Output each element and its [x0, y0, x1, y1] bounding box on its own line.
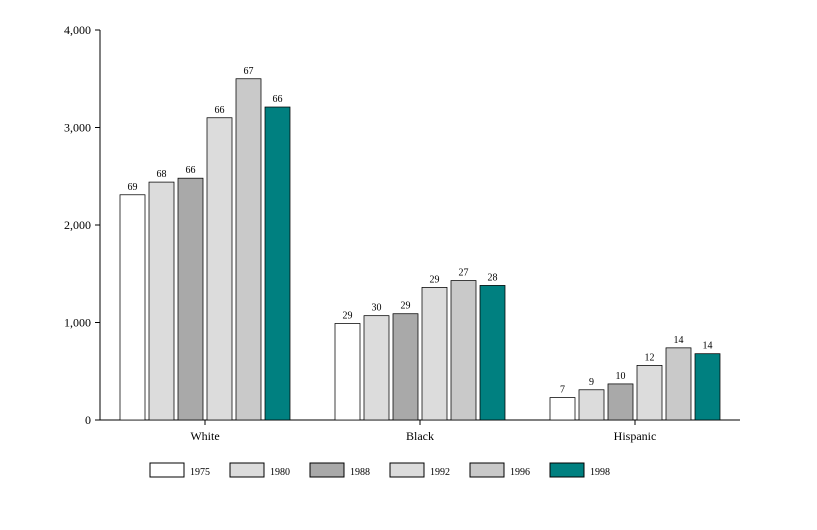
bar-value-label: 66 [273, 94, 283, 105]
bar [695, 354, 720, 420]
y-tick-label: 0 [85, 413, 91, 427]
bar [335, 323, 360, 420]
bar [149, 182, 174, 420]
bar [178, 178, 203, 420]
bar-value-label: 14 [674, 335, 684, 346]
bar-value-label: 69 [128, 182, 138, 193]
legend-label: 1980 [270, 467, 290, 478]
bar [120, 195, 145, 420]
bar-value-label: 9 [589, 377, 594, 388]
y-tick-label: 4,000 [64, 23, 91, 37]
y-tick-label: 2,000 [64, 218, 91, 232]
bar-value-label: 14 [703, 341, 713, 352]
bar-value-label: 12 [645, 352, 655, 363]
legend-swatch [150, 463, 184, 477]
group-label: Hispanic [614, 429, 657, 443]
group-label: White [190, 429, 219, 443]
bar [422, 287, 447, 420]
bar-chart: 0 1,000 2,000 3,000 4,000 69 68 66 66 67 66 White 29… [0, 0, 817, 530]
bar [265, 107, 290, 420]
bar-value-label: 66 [215, 105, 225, 116]
bar-value-label: 29 [430, 274, 440, 285]
bar [236, 79, 261, 420]
bar [451, 281, 476, 420]
legend-swatch [470, 463, 504, 477]
y-tick-label: 1,000 [64, 316, 91, 330]
y-tick-label: 3,000 [64, 121, 91, 135]
bar [364, 316, 389, 420]
bar-value-label: 27 [459, 268, 469, 279]
bar-value-label: 28 [488, 272, 498, 283]
bar [637, 365, 662, 420]
bar-value-label: 7 [560, 385, 565, 396]
bar [207, 118, 232, 420]
legend-swatch [390, 463, 424, 477]
legend-label: 1975 [190, 467, 210, 478]
bar [579, 390, 604, 420]
legend-swatch [310, 463, 344, 477]
legend-label: 1998 [590, 467, 610, 478]
legend-label: 1996 [510, 467, 530, 478]
bar-value-label: 29 [401, 301, 411, 312]
bar [608, 384, 633, 420]
bar-value-label: 10 [616, 371, 626, 382]
bar-value-label: 67 [244, 66, 254, 77]
bar-value-label: 66 [186, 165, 196, 176]
legend-swatch [230, 463, 264, 477]
bar [666, 348, 691, 420]
legend-label: 1988 [350, 467, 370, 478]
legend-label: 1992 [430, 467, 450, 478]
bar-value-label: 68 [157, 169, 167, 180]
group-label: Black [406, 429, 434, 443]
bar [393, 314, 418, 420]
bar-value-label: 30 [372, 303, 382, 314]
bar-value-label: 29 [343, 310, 353, 321]
chart-container: 0 1,000 2,000 3,000 4,000 69 68 66 66 67 66 White 29… [0, 0, 817, 530]
legend-swatch [550, 463, 584, 477]
bar [550, 398, 575, 420]
bar [480, 285, 505, 420]
